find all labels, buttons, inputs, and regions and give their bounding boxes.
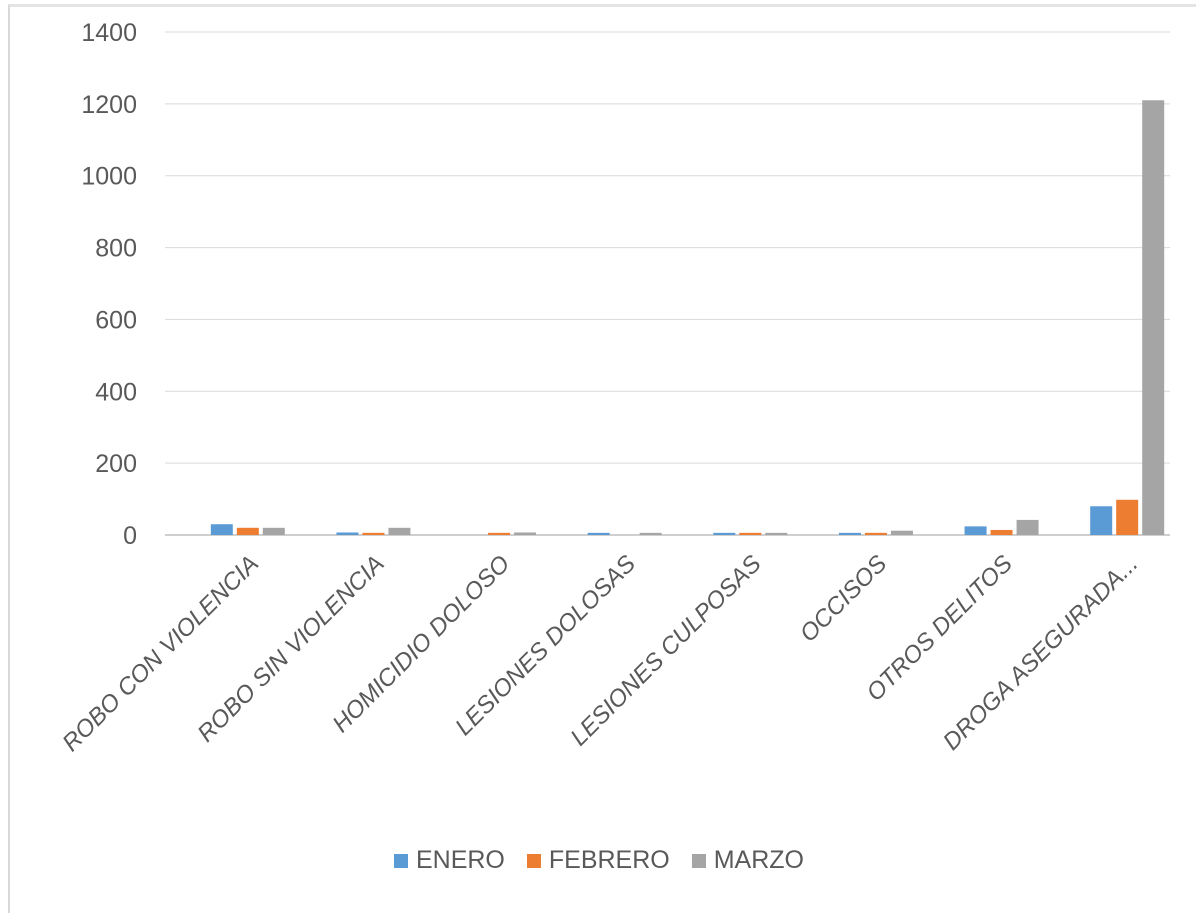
- bar-febrero[interactable]: [362, 532, 385, 535]
- legend-swatch: [393, 853, 408, 868]
- bar-febrero[interactable]: [236, 527, 259, 535]
- legend-label: MARZO: [713, 846, 805, 874]
- y-axis-ticks: 0 200 400 600 800 1000 1200 1400: [81, 19, 137, 550]
- bar-enero[interactable]: [336, 532, 359, 535]
- y-tick-label: 0: [123, 522, 137, 550]
- x-category-label: ROBO CON VIOLENCIA: [57, 550, 264, 757]
- legend-swatch: [526, 853, 541, 868]
- legend-item-enero[interactable]: ENERO: [393, 846, 505, 875]
- y-tick-label: 1400: [81, 19, 137, 47]
- bar-marzo[interactable]: [765, 532, 788, 535]
- legend: ENERO FEBRERO MARZO: [0, 846, 1198, 875]
- bar-febrero[interactable]: [488, 532, 511, 535]
- bar-febrero[interactable]: [864, 532, 887, 535]
- legend-item-febrero[interactable]: FEBRERO: [526, 846, 670, 875]
- bar-enero[interactable]: [210, 524, 233, 535]
- y-tick-label: 400: [95, 378, 137, 406]
- bar-marzo[interactable]: [639, 532, 662, 535]
- gridlines: [165, 31, 1170, 536]
- bar-marzo[interactable]: [1016, 519, 1039, 535]
- x-category-label: OCCISOS: [795, 550, 892, 647]
- bar-febrero[interactable]: [990, 529, 1013, 535]
- bar-febrero[interactable]: [1116, 499, 1139, 535]
- y-tick-label: 200: [95, 450, 137, 478]
- bar-febrero[interactable]: [739, 532, 762, 535]
- legend-label: FEBRERO: [548, 846, 670, 874]
- bar-enero[interactable]: [587, 532, 610, 535]
- bar-enero[interactable]: [713, 532, 736, 535]
- y-tick-label: 800: [95, 235, 137, 263]
- bar-enero[interactable]: [964, 526, 987, 535]
- legend-swatch: [691, 853, 706, 868]
- legend-label: ENERO: [415, 846, 505, 874]
- bars: [210, 100, 1165, 535]
- bar-enero[interactable]: [1090, 506, 1113, 535]
- y-tick-label: 600: [95, 306, 137, 334]
- legend-item-marzo[interactable]: MARZO: [691, 846, 805, 875]
- bar-enero[interactable]: [838, 532, 861, 535]
- chart-frame: [8, 4, 1196, 913]
- bar-marzo[interactable]: [890, 530, 913, 535]
- bar-marzo[interactable]: [514, 532, 537, 535]
- y-tick-label: 1200: [81, 91, 137, 119]
- bar-marzo[interactable]: [262, 527, 285, 535]
- bar-marzo[interactable]: [388, 527, 411, 535]
- y-tick-label: 1000: [81, 163, 137, 191]
- bar-marzo[interactable]: [1142, 100, 1165, 535]
